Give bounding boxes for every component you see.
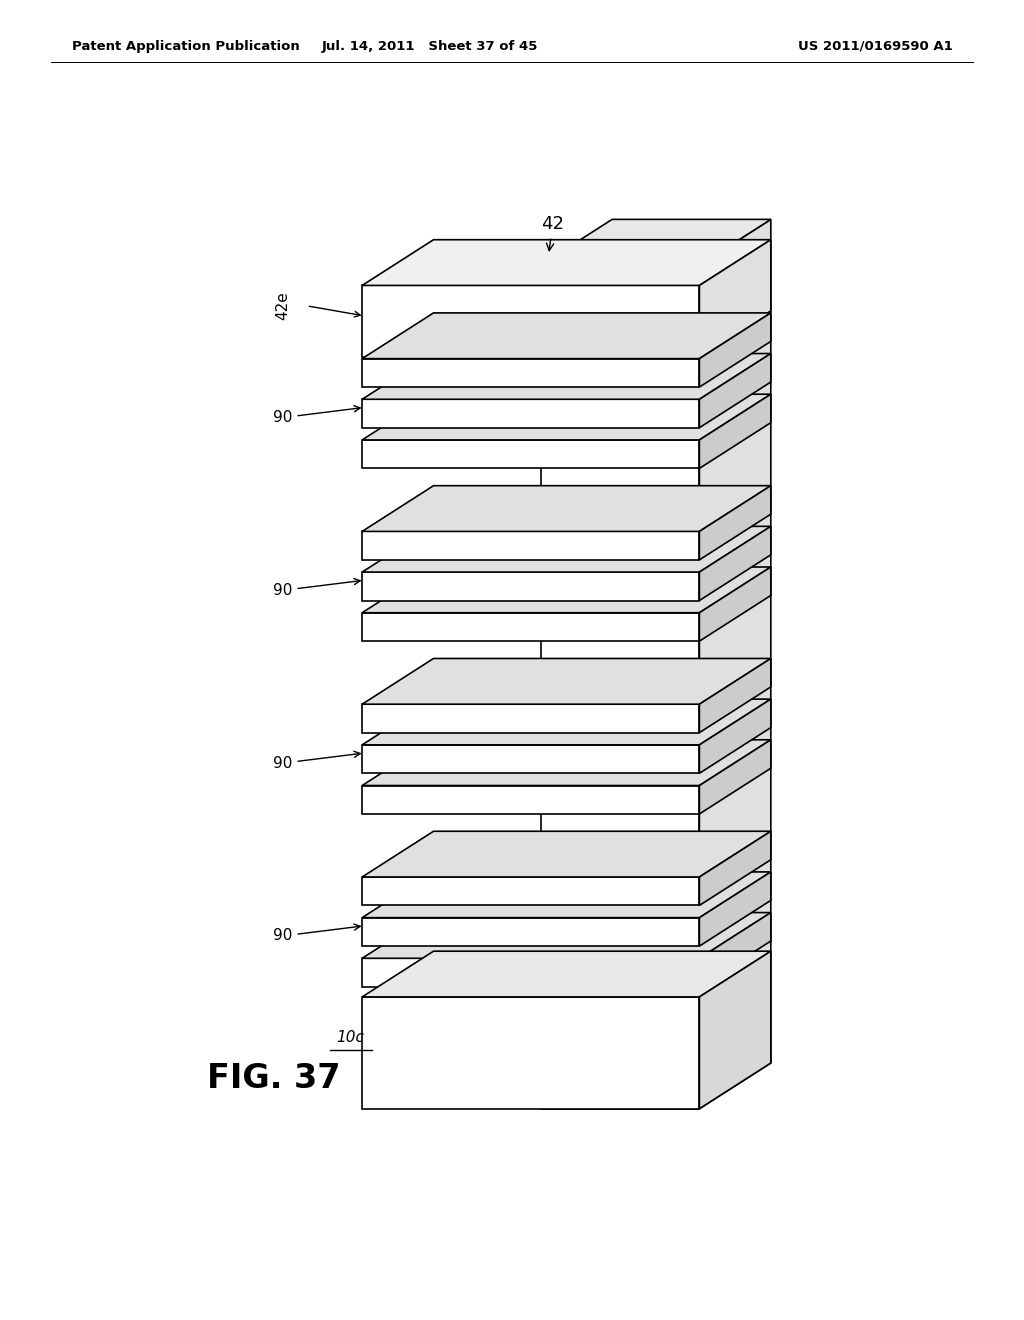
Polygon shape — [699, 952, 771, 1109]
Polygon shape — [699, 527, 771, 601]
Polygon shape — [362, 395, 771, 440]
Text: FIG. 37: FIG. 37 — [207, 1061, 341, 1094]
Polygon shape — [699, 832, 771, 906]
Polygon shape — [362, 572, 699, 601]
Polygon shape — [362, 532, 699, 560]
Polygon shape — [362, 744, 699, 774]
Text: 10c: 10c — [336, 1030, 365, 1045]
Polygon shape — [541, 265, 699, 1109]
Polygon shape — [362, 359, 699, 387]
Polygon shape — [362, 659, 771, 704]
Polygon shape — [362, 285, 699, 356]
Polygon shape — [362, 240, 771, 285]
Polygon shape — [362, 527, 771, 572]
Polygon shape — [362, 440, 699, 469]
Polygon shape — [699, 219, 771, 1109]
Polygon shape — [362, 568, 771, 612]
Polygon shape — [362, 612, 699, 642]
Polygon shape — [699, 568, 771, 642]
Polygon shape — [541, 219, 771, 265]
Text: 42e: 42e — [275, 292, 290, 321]
Polygon shape — [699, 873, 771, 946]
Polygon shape — [362, 399, 699, 428]
Polygon shape — [699, 313, 771, 387]
Polygon shape — [362, 313, 771, 359]
Text: 90: 90 — [273, 578, 360, 598]
Polygon shape — [362, 700, 771, 744]
Polygon shape — [699, 739, 771, 814]
Polygon shape — [362, 486, 771, 532]
Polygon shape — [362, 997, 699, 1109]
Polygon shape — [362, 873, 771, 917]
Polygon shape — [362, 917, 699, 946]
Polygon shape — [699, 354, 771, 428]
Text: 42: 42 — [541, 215, 564, 251]
Polygon shape — [362, 912, 771, 958]
Text: US 2011/0169590 A1: US 2011/0169590 A1 — [798, 40, 952, 53]
Polygon shape — [362, 958, 699, 987]
Polygon shape — [699, 486, 771, 560]
Polygon shape — [699, 395, 771, 469]
Polygon shape — [362, 952, 771, 997]
Text: Jul. 14, 2011   Sheet 37 of 45: Jul. 14, 2011 Sheet 37 of 45 — [322, 40, 539, 53]
Text: 90: 90 — [273, 751, 360, 771]
Polygon shape — [362, 354, 771, 399]
Polygon shape — [362, 785, 699, 814]
Polygon shape — [699, 912, 771, 987]
Polygon shape — [699, 700, 771, 774]
Polygon shape — [699, 659, 771, 733]
Text: 90: 90 — [273, 405, 360, 425]
Polygon shape — [699, 240, 771, 356]
Polygon shape — [362, 704, 699, 733]
Text: 90: 90 — [273, 924, 360, 944]
Polygon shape — [362, 876, 699, 906]
Text: Patent Application Publication: Patent Application Publication — [72, 40, 299, 53]
Polygon shape — [362, 739, 771, 785]
Polygon shape — [362, 832, 771, 876]
